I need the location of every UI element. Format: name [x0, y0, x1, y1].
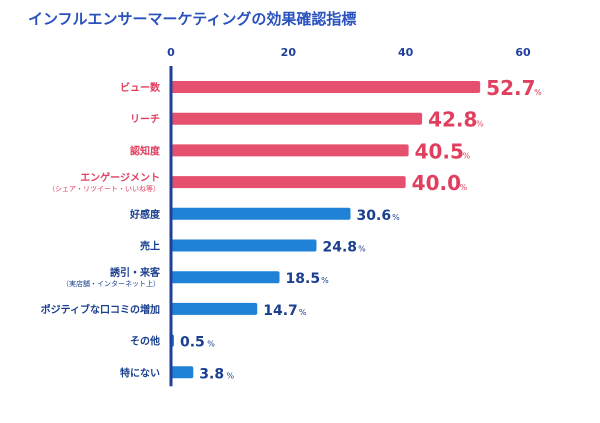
category-label: その他 — [130, 335, 160, 348]
value-unit: % — [476, 120, 484, 129]
value-unit: % — [321, 276, 329, 285]
value-label: 3.8 — [199, 366, 224, 382]
bar — [171, 176, 406, 189]
value-label: 40.0 — [412, 171, 461, 195]
bar — [171, 81, 481, 93]
bar — [171, 112, 423, 125]
value-label: 0.5 — [180, 335, 205, 351]
x-tick-label: 20 — [281, 46, 297, 59]
value-unit: % — [463, 151, 471, 160]
chart-title: インフルエンサーマーケティングの効果確認指標 — [28, 10, 356, 28]
value-unit: % — [392, 213, 400, 222]
value-label: 18.5 — [286, 271, 321, 287]
value-unit: % — [460, 183, 468, 192]
x-axis-ticks: 0 20 40 60 — [167, 46, 531, 59]
category-sublabel: （実店舗・インターネット上） — [62, 279, 160, 288]
category-label: 好感度 — [129, 208, 161, 221]
category-label: 特にない — [120, 366, 160, 379]
value-label: 30.6 — [357, 208, 392, 224]
value-label: 42.8 — [428, 108, 477, 132]
value-label: 24.8 — [322, 240, 357, 256]
value-unit: % — [534, 88, 542, 97]
category-label: リーチ — [130, 114, 160, 126]
bar — [171, 366, 194, 379]
category-label: 誘引・来客 — [110, 266, 161, 279]
value-label: 52.7 — [486, 76, 535, 100]
category-label: 認知度 — [130, 144, 161, 157]
value-unit: % — [358, 245, 366, 254]
category-label: エンゲージメント — [80, 171, 160, 184]
bars — [171, 81, 481, 379]
value-labels: 52.7%42.8%40.5%40.0%30.6 %24.8 %18.5 %14.7%… — [180, 76, 542, 382]
value-label: 14.7 — [263, 303, 298, 319]
bar — [171, 302, 258, 315]
value-label: 40.5 — [415, 139, 464, 163]
bar — [171, 207, 351, 220]
bar — [171, 239, 317, 252]
value-unit: % — [299, 308, 307, 317]
x-tick-label: 0 — [167, 46, 175, 59]
bar — [171, 144, 409, 157]
category-label: ポジティブな口コミの増加 — [41, 303, 160, 316]
value-unit: % — [207, 340, 215, 349]
category-sublabel: （シェア・リツイート・いいね等） — [48, 184, 160, 193]
category-label: 売上 — [140, 240, 160, 253]
x-tick-label: 60 — [515, 46, 531, 59]
category-label: ビュー数 — [120, 81, 161, 94]
value-unit: % — [226, 371, 234, 380]
bar — [171, 271, 280, 284]
x-tick-label: 40 — [398, 46, 414, 59]
